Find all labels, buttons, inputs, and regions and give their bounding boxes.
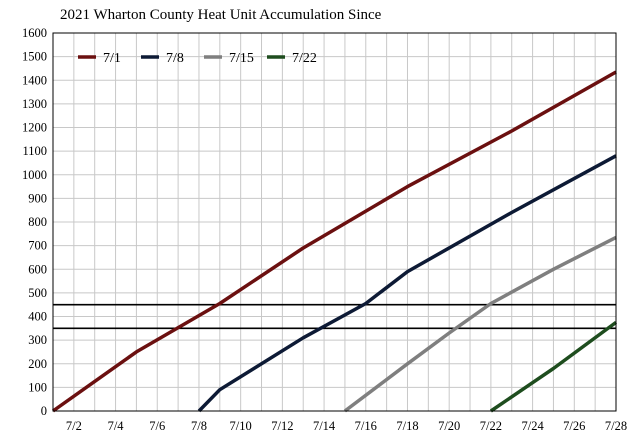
- x-tick-label: 7/10: [230, 419, 252, 433]
- legend-label: 7/15: [229, 51, 254, 66]
- reference-lines: [53, 303, 616, 330]
- y-tick-label: 1300: [22, 97, 47, 111]
- x-tick-label: 7/18: [396, 419, 418, 433]
- y-tick-label: 800: [28, 215, 47, 229]
- x-tick-label: 7/12: [271, 419, 293, 433]
- y-tick-label: 400: [28, 310, 47, 324]
- chart-title: 2021 Wharton County Heat Unit Accumulati…: [60, 7, 382, 23]
- grid: [53, 33, 616, 411]
- series-line: [51, 70, 617, 413]
- y-tick-label: 200: [28, 357, 47, 371]
- y-tick-label: 1400: [22, 73, 47, 87]
- series-line: [343, 235, 617, 413]
- x-tick-label: 7/28: [605, 419, 627, 433]
- x-tick-label: 7/26: [563, 419, 585, 433]
- legend-label: 7/8: [166, 51, 184, 66]
- x-tick-label: 7/20: [438, 419, 460, 433]
- legend-label: 7/1: [103, 51, 121, 66]
- y-tick-label: 0: [41, 404, 47, 418]
- x-axis: 7/2 7/4 7/6 7/8 7/10 7/12 7/14 7/16 7/18 7/20 7/22…: [66, 419, 627, 433]
- y-tick-label: 1100: [22, 144, 47, 158]
- y-tick-label: 1500: [22, 50, 47, 64]
- x-tick-label: 7/14: [313, 419, 336, 433]
- plot-frame: [52, 32, 617, 412]
- y-tick-label: 1200: [22, 121, 47, 135]
- y-tick-label: 700: [28, 239, 47, 253]
- x-tick-label: 7/6: [149, 419, 165, 433]
- y-tick-label: 1000: [22, 168, 47, 182]
- x-tick-label: 7/24: [521, 419, 544, 433]
- x-tick-label: 7/22: [480, 419, 502, 433]
- y-tick-label: 100: [28, 380, 47, 394]
- y-axis: 0 100 200 300 400 500 600 700 800 900 1000 1100 1200…: [22, 26, 47, 418]
- x-tick-label: 7/4: [108, 419, 125, 433]
- legend-label: 7/22: [292, 51, 317, 66]
- series-lines: [51, 70, 618, 413]
- y-tick-label: 900: [28, 191, 47, 205]
- legend: 7/1 7/8 7/15 7/22: [78, 51, 317, 66]
- x-tick-label: 7/8: [191, 419, 207, 433]
- y-tick-label: 300: [28, 333, 47, 347]
- series-line: [197, 154, 617, 413]
- y-tick-label: 600: [28, 262, 47, 276]
- series-line: [489, 320, 618, 413]
- y-tick-label: 1600: [22, 26, 47, 40]
- x-tick-label: 7/16: [355, 419, 377, 433]
- x-tick-label: 7/2: [66, 419, 82, 433]
- y-tick-label: 500: [28, 286, 47, 300]
